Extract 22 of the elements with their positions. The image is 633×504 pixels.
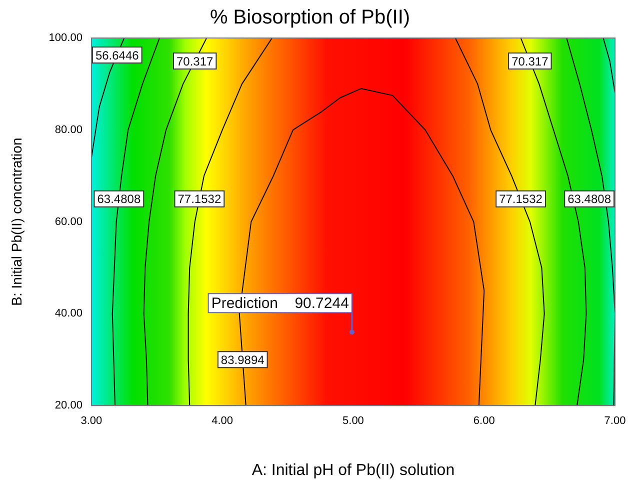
series-label: 63.4808 — [568, 192, 612, 206]
x-tick-label: 7.00 — [604, 415, 626, 428]
y-tick-label: 60.00 — [54, 216, 82, 228]
series-label: 77.1532 — [178, 192, 222, 206]
chart-title: % Biosorption of Pb(II) — [210, 6, 410, 29]
data-label: Prediction 90.7244 — [211, 295, 349, 312]
x-tick-label: 6.00 — [473, 415, 495, 428]
y-tick-label: 100.00 — [48, 32, 82, 44]
series-label: 63.4808 — [97, 192, 141, 206]
x-axis-title: A: Initial pH of Pb(II) solution — [252, 462, 455, 479]
series-label: 56.6446 — [95, 48, 140, 62]
x-tick-label: 4.00 — [212, 415, 234, 428]
series-label: 77.1532 — [499, 192, 543, 206]
y-tick-label: 20.00 — [54, 400, 82, 412]
series-label: 70.317 — [176, 54, 214, 68]
series-label: 83.9894 — [220, 352, 265, 367]
x-tick-label: 3.00 — [80, 415, 102, 428]
y-tick-label: 80.00 — [54, 124, 82, 136]
x-tick-label: 5.00 — [342, 415, 364, 428]
series-label: 70.317 — [512, 54, 549, 68]
y-tick-label: 40.00 — [54, 308, 82, 320]
y-axis-title: B: Initial Pb(II) concntration — [8, 138, 24, 306]
